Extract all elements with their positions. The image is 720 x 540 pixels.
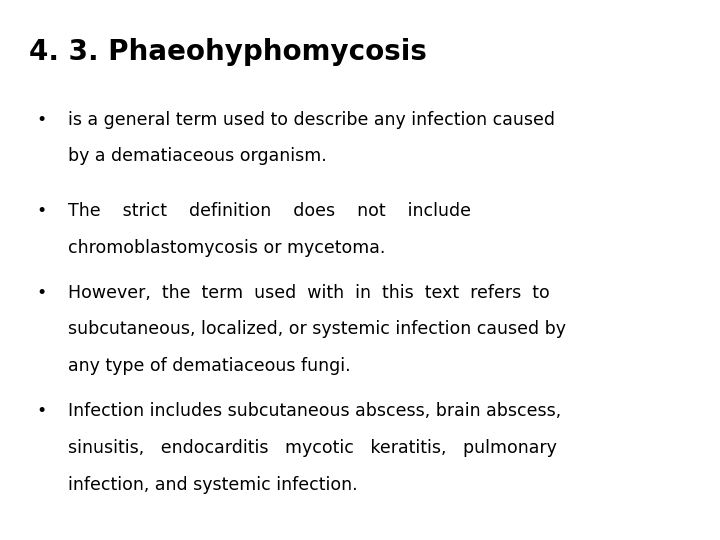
Text: •: • bbox=[36, 284, 46, 301]
Text: The    strict    definition    does    not    include: The strict definition does not include bbox=[68, 202, 472, 220]
Text: •: • bbox=[36, 202, 46, 220]
Text: •: • bbox=[36, 111, 46, 129]
Text: Infection includes subcutaneous abscess, brain abscess,: Infection includes subcutaneous abscess,… bbox=[68, 402, 562, 420]
Text: is a general term used to describe any infection caused: is a general term used to describe any i… bbox=[68, 111, 555, 129]
Text: chromoblastomycosis or mycetoma.: chromoblastomycosis or mycetoma. bbox=[68, 239, 386, 257]
Text: •: • bbox=[36, 402, 46, 420]
Text: any type of dematiaceous fungi.: any type of dematiaceous fungi. bbox=[68, 357, 351, 375]
Text: However,  the  term  used  with  in  this  text  refers  to: However, the term used with in this text… bbox=[68, 284, 550, 301]
Text: 4. 3. Phaeohyphomycosis: 4. 3. Phaeohyphomycosis bbox=[29, 38, 427, 66]
Text: by a dematiaceous organism.: by a dematiaceous organism. bbox=[68, 147, 327, 165]
Text: sinusitis,   endocarditis   mycotic   keratitis,   pulmonary: sinusitis, endocarditis mycotic keratiti… bbox=[68, 439, 557, 457]
Text: infection, and systemic infection.: infection, and systemic infection. bbox=[68, 476, 358, 494]
Text: subcutaneous, localized, or systemic infection caused by: subcutaneous, localized, or systemic inf… bbox=[68, 320, 567, 338]
